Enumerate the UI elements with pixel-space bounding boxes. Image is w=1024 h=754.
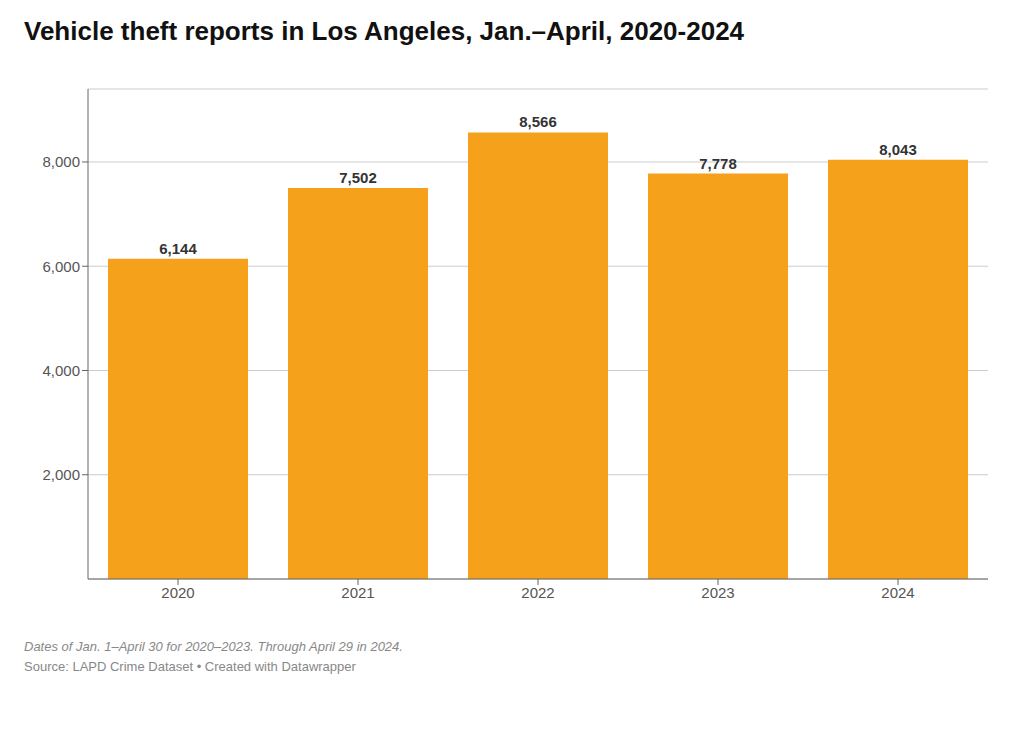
- svg-text:7,502: 7,502: [339, 169, 377, 186]
- svg-text:2021: 2021: [341, 584, 374, 601]
- svg-text:2023: 2023: [701, 584, 734, 601]
- svg-text:2020: 2020: [161, 584, 194, 601]
- html-text:Vehicle theft reports in Los A: Vehicle theft reports in Los Angeles, Ja…: [24, 16, 745, 46]
- svg-text:6,144: 6,144: [159, 240, 197, 257]
- svg-text:6,000: 6,000: [42, 258, 80, 275]
- html-text:Source: LAPD Crime Dataset • C: Source: LAPD Crime Dataset • Created wit…: [24, 659, 356, 674]
- svg-text:7,778: 7,778: [699, 155, 737, 172]
- svg-text:2024: 2024: [881, 584, 914, 601]
- svg-text:8,000: 8,000: [42, 153, 80, 170]
- svg-text:4,000: 4,000: [42, 362, 80, 379]
- html-text:Dates of Jan. 1–April 30 for 2: Dates of Jan. 1–April 30 for 2020–2023. …: [24, 639, 403, 654]
- svg-text:8,043: 8,043: [879, 141, 917, 158]
- svg-text:8,566: 8,566: [519, 113, 557, 130]
- svg-text:2022: 2022: [521, 584, 554, 601]
- svg-text:2,000: 2,000: [42, 466, 80, 483]
